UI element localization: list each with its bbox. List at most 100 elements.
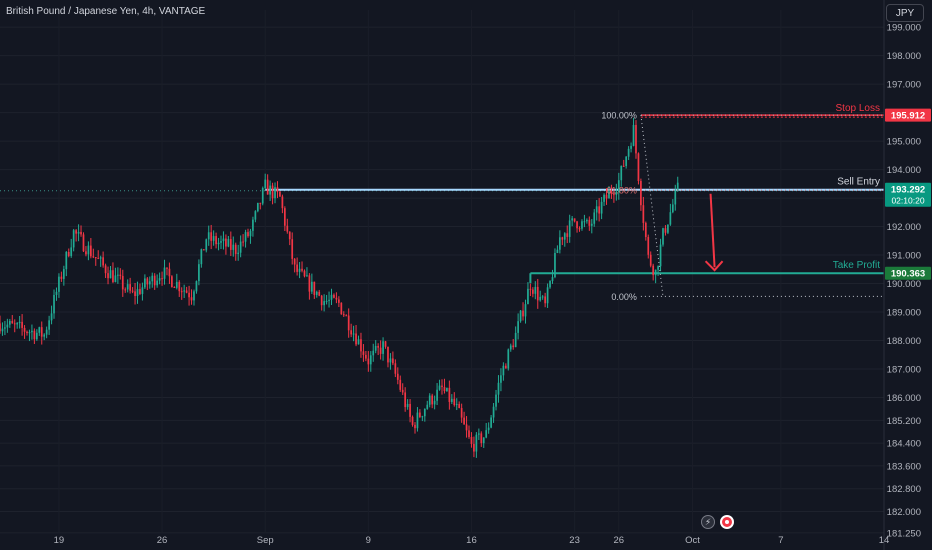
candle-body: [573, 218, 576, 222]
candle-body: [112, 270, 114, 283]
candle-body: [131, 290, 134, 292]
candle-body: [649, 254, 652, 266]
candle-body: [256, 202, 259, 212]
candle-body: [590, 223, 593, 226]
candle-body: [414, 424, 416, 429]
price-tick-label: 186.000: [887, 393, 921, 404]
candle-body: [315, 291, 318, 295]
candle-body: [630, 145, 632, 149]
candle-body: [338, 299, 340, 303]
candle-body: [568, 220, 571, 237]
candle-body: [443, 387, 446, 392]
candle-body: [225, 238, 227, 247]
candle-body: [202, 249, 205, 251]
candle-body: [232, 244, 235, 250]
candle-body: [335, 297, 338, 300]
time-tick-label: 16: [466, 535, 477, 546]
candle-body: [490, 417, 492, 428]
candle-body: [104, 265, 107, 274]
candle-body: [183, 290, 186, 292]
candle-body: [136, 289, 139, 296]
candle-body: [151, 275, 154, 282]
chart-grid: [0, 10, 885, 534]
candle-body: [534, 286, 537, 294]
currency-button[interactable]: JPY: [886, 4, 924, 22]
candle-body: [578, 228, 581, 230]
candle-body: [399, 379, 402, 390]
candle-body: [28, 332, 31, 334]
candle-body: [374, 345, 377, 351]
candle-body: [610, 191, 613, 195]
candle-body: [144, 278, 146, 288]
candle-body: [608, 191, 610, 199]
price-tick-label: 191.000: [887, 251, 921, 262]
candle-body: [259, 202, 262, 204]
candle-body: [509, 345, 512, 350]
candle-body: [387, 346, 389, 363]
candle-body: [357, 339, 360, 345]
price-tick-label: 192.000: [887, 222, 921, 233]
candle-body: [58, 276, 60, 292]
candle-body: [288, 231, 291, 240]
candle-body: [178, 281, 181, 292]
candle-body: [153, 275, 156, 286]
candle-body: [369, 355, 372, 365]
candle-body: [48, 320, 50, 330]
price-tick-label: 190.000: [887, 279, 921, 290]
candle-body: [394, 363, 397, 374]
candle-body: [556, 249, 559, 253]
candle-body: [237, 252, 240, 254]
candle-body: [94, 257, 97, 259]
candle-body: [85, 251, 87, 255]
candle-body: [377, 345, 380, 348]
candle-body: [333, 294, 335, 298]
candle-body: [654, 269, 657, 276]
candle-body: [360, 339, 362, 352]
candle-body: [551, 277, 554, 282]
candle-body: [185, 290, 188, 293]
candle-body: [121, 275, 124, 290]
time-tick-label: Oct: [685, 535, 700, 546]
candle-body: [635, 124, 637, 154]
record-icon[interactable]: [720, 515, 734, 529]
countdown-text: 02:10:20: [891, 196, 924, 206]
candle-body: [487, 427, 490, 431]
candle-body: [504, 365, 507, 369]
candle-body: [70, 247, 73, 256]
candle-body: [239, 241, 242, 253]
candle-body: [404, 392, 407, 408]
candle-body: [249, 230, 252, 237]
candle-body: [77, 231, 80, 234]
candle-body: [23, 327, 26, 332]
candle-body: [296, 264, 298, 272]
candle-body: [21, 321, 23, 328]
candle-body: [117, 274, 119, 276]
candle-body: [669, 212, 672, 225]
price-tick-label: 183.600: [887, 461, 921, 472]
time-tick-label: 7: [778, 535, 783, 546]
lightning-icon[interactable]: ⚡: [701, 515, 715, 529]
candle-body: [55, 291, 58, 295]
time-axis: 19 26 Sep 9 16 23 26 Oct 7 14: [54, 535, 890, 546]
candle-body: [571, 218, 574, 221]
candle-body: [62, 269, 65, 279]
candle-body: [409, 403, 411, 417]
candle-body: [468, 430, 470, 437]
candle-body: [220, 241, 222, 243]
candle-body: [460, 408, 463, 418]
candle-body: [411, 416, 414, 425]
candle-body: [87, 245, 90, 255]
candle-body: [33, 330, 36, 340]
price-tick-label: 182.800: [887, 484, 921, 495]
candle-body: [500, 375, 502, 383]
candle-body: [576, 221, 578, 229]
candle-body: [433, 400, 436, 405]
candle-body: [559, 237, 561, 250]
candle-body: [667, 224, 669, 233]
candle-body: [593, 212, 596, 224]
price-tick-label: 197.000: [887, 80, 921, 91]
candle-body: [448, 387, 451, 402]
candle-body: [242, 241, 244, 243]
candle-body: [271, 185, 274, 199]
